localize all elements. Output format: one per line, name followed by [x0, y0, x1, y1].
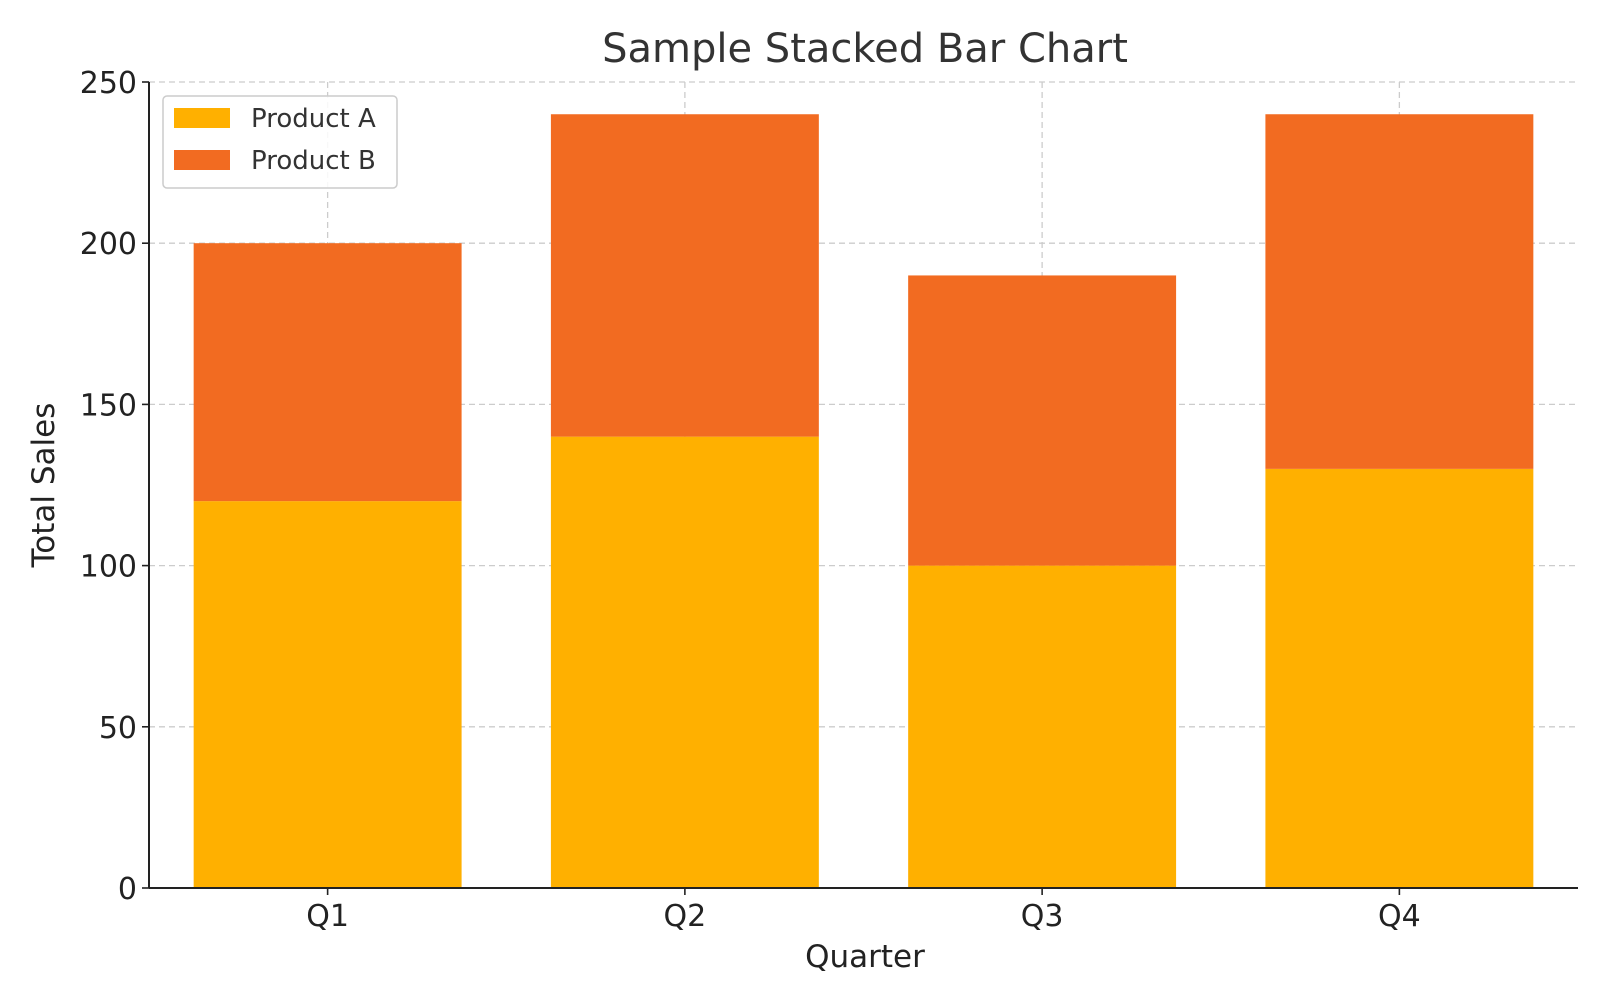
- x-axis-ticks: Q1 Q2 Q3 Q4: [306, 888, 1421, 934]
- bar-q1-product-a: [193, 501, 462, 888]
- legend-items: Product A Product B: [174, 104, 376, 176]
- y-axis-ticks: 0 50 100 150 200 250: [80, 66, 149, 907]
- legend-swatch-product-b: [174, 150, 230, 170]
- legend-label-product-a: Product A: [251, 104, 376, 134]
- bar-q3-product-b: [908, 275, 1177, 566]
- bar-q2-product-a: [550, 436, 819, 888]
- x-tick-label: Q3: [1021, 899, 1064, 934]
- bar-q1-product-b: [193, 243, 462, 502]
- legend-swatch-product-a: [174, 108, 230, 128]
- y-tick-label: 250: [80, 66, 137, 101]
- y-axis-label: Total Sales: [26, 403, 62, 569]
- legend: Product A Product B: [162, 95, 398, 189]
- bar-q2-product-b: [550, 114, 819, 437]
- x-axis-label: Quarter: [805, 939, 925, 975]
- x-tick-label: Q2: [664, 899, 707, 934]
- y-tick-label: 50: [99, 711, 137, 746]
- bar-q4-product-b: [1265, 114, 1534, 469]
- x-tick-label: Q1: [306, 899, 349, 934]
- y-tick-label: 150: [80, 388, 137, 423]
- y-tick-label: 100: [80, 550, 137, 585]
- y-tick-label: 200: [80, 227, 137, 262]
- bars-layer: [193, 114, 1534, 888]
- bar-q4-product-a: [1265, 468, 1534, 888]
- y-tick-label: 0: [118, 872, 137, 907]
- x-tick-label: Q4: [1378, 899, 1421, 934]
- chart-title: Sample Stacked Bar Chart: [602, 26, 1128, 72]
- legend-label-product-b: Product B: [251, 146, 376, 176]
- bar-q3-product-a: [908, 565, 1177, 888]
